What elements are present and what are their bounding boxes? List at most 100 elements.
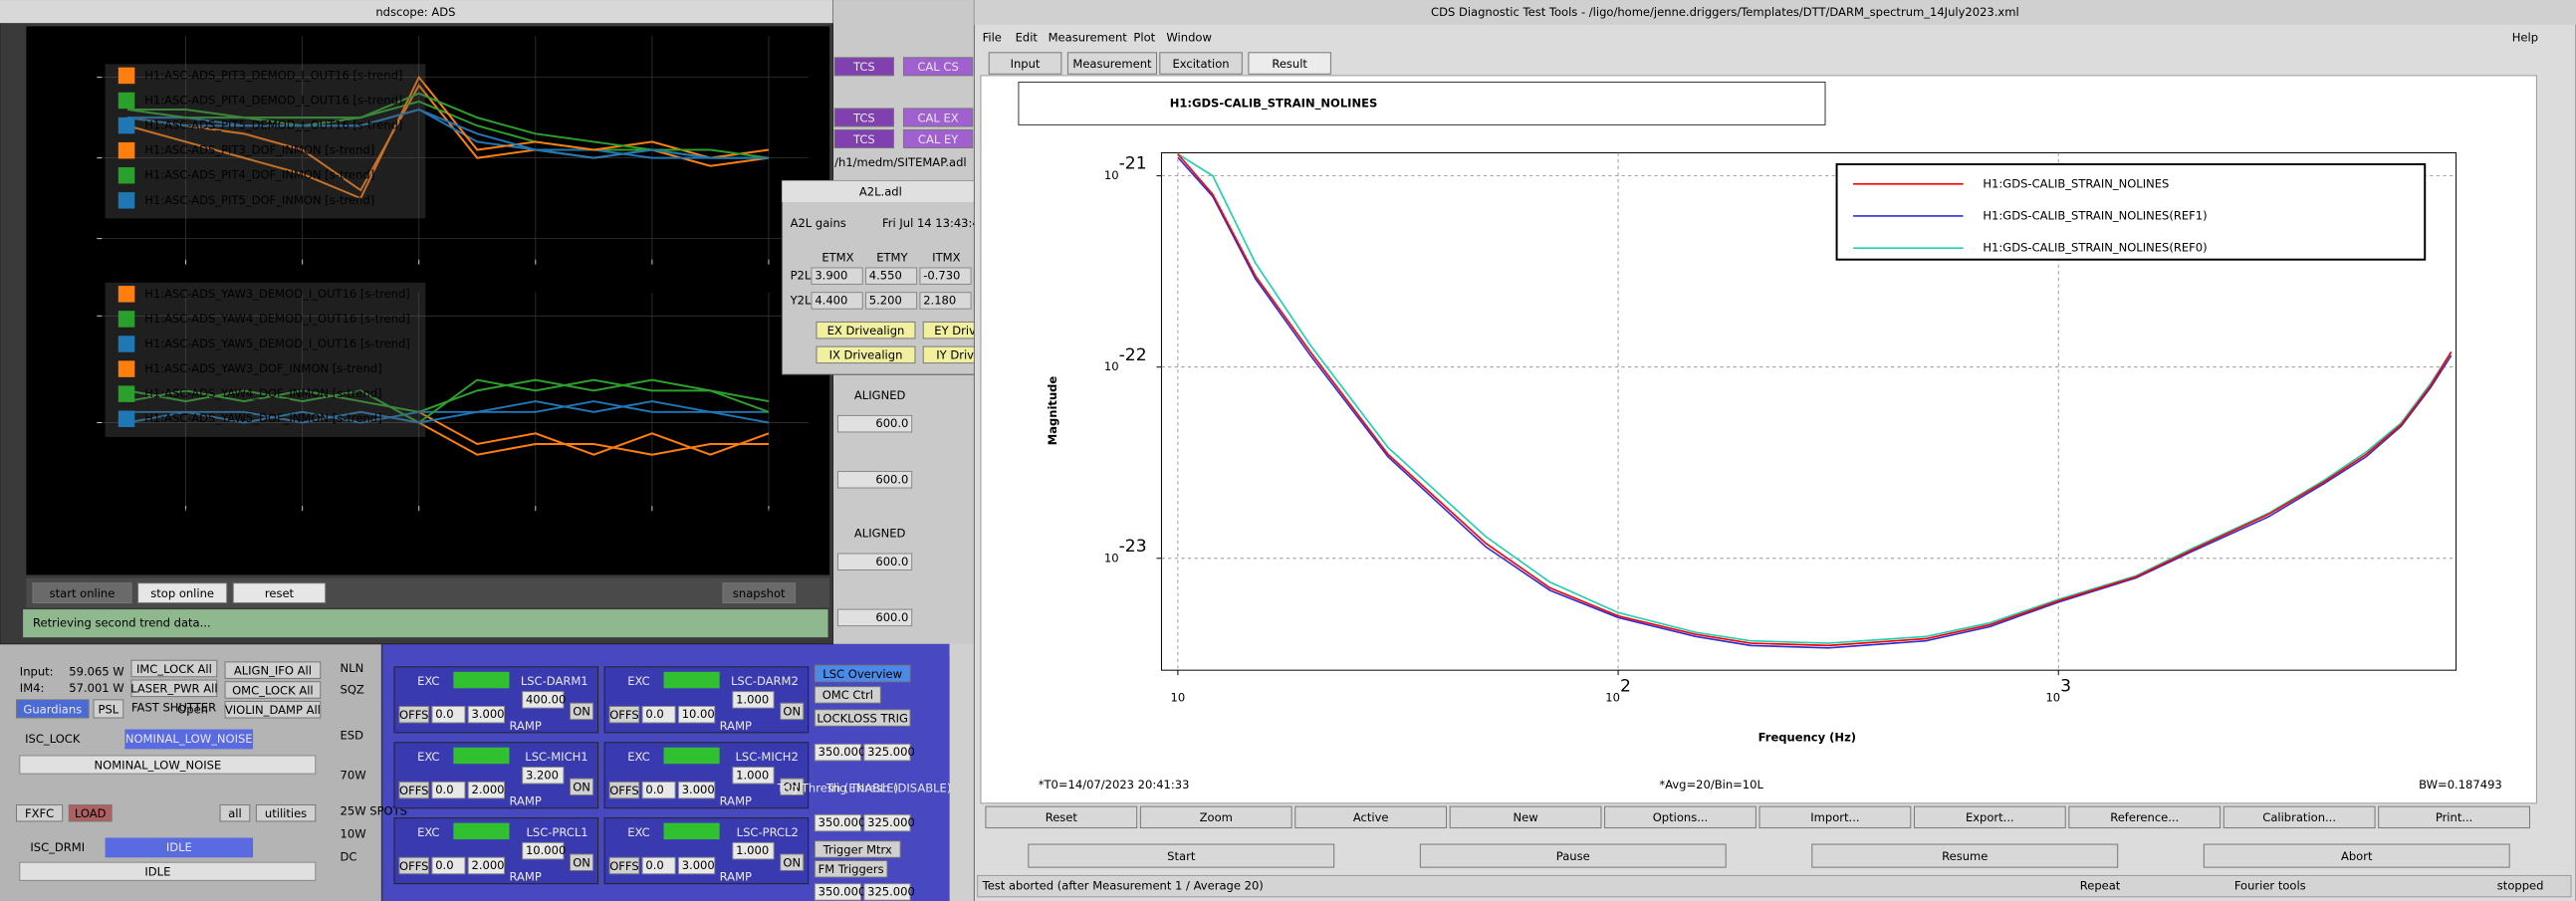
button-label[interactable]: Reference... <box>2110 810 2179 824</box>
button[interactable] <box>1913 805 2066 829</box>
button-label[interactable]: ON <box>573 705 590 719</box>
button[interactable] <box>833 57 895 77</box>
button[interactable] <box>833 108 895 127</box>
button[interactable] <box>232 582 327 604</box>
button-label[interactable]: Calibration... <box>2262 810 2336 824</box>
button-label[interactable]: Export... <box>1966 810 2014 824</box>
button-label[interactable]: ALIGN_IFO All <box>234 663 312 677</box>
button[interactable] <box>570 778 594 796</box>
button-label[interactable]: OFFS <box>399 708 428 722</box>
button[interactable] <box>816 345 916 364</box>
button-label[interactable]: LASER_PWR All <box>130 682 217 696</box>
button[interactable] <box>608 705 640 724</box>
menu-item[interactable]: File <box>983 30 1002 44</box>
button[interactable] <box>398 856 430 875</box>
button[interactable] <box>570 853 594 871</box>
button[interactable] <box>130 659 218 678</box>
button[interactable] <box>137 582 228 604</box>
button-label[interactable]: OFFS <box>399 784 428 797</box>
menu-item[interactable]: Plot <box>1133 30 1155 44</box>
button[interactable] <box>1139 805 1292 829</box>
button[interactable] <box>398 705 430 724</box>
button-label[interactable]: utilities <box>265 806 307 820</box>
button-label[interactable]: Options... <box>1653 810 1709 824</box>
button[interactable] <box>1066 52 1158 75</box>
button[interactable] <box>814 664 911 683</box>
button[interactable] <box>570 702 594 721</box>
button[interactable] <box>814 686 881 704</box>
button[interactable] <box>780 778 805 796</box>
button[interactable] <box>1604 805 1756 829</box>
button-label[interactable]: IMC_LOCK All <box>136 662 212 676</box>
button-label[interactable]: Zoom <box>1200 810 1233 824</box>
button-label[interactable]: Abort <box>2341 849 2373 863</box>
button-label[interactable]: OFFS <box>399 859 428 873</box>
button-label[interactable]: reset <box>265 586 295 600</box>
button[interactable] <box>902 57 974 77</box>
button-label[interactable]: ON <box>573 781 590 794</box>
button[interactable] <box>68 803 113 822</box>
button-label[interactable]: FM Triggers <box>819 862 884 876</box>
button[interactable] <box>398 781 430 799</box>
menu-item[interactable]: Measurement <box>1049 30 1128 44</box>
button[interactable] <box>780 853 805 871</box>
button-label[interactable]: CAL EX <box>917 111 958 124</box>
menu-item[interactable]: Edit <box>1016 30 1039 44</box>
button[interactable] <box>16 699 90 719</box>
button-label[interactable]: ON <box>783 856 801 870</box>
menu-item[interactable]: Window <box>1166 30 1211 44</box>
button[interactable] <box>1159 52 1243 75</box>
button[interactable] <box>902 128 974 149</box>
button[interactable] <box>1248 52 1331 75</box>
button-label[interactable]: OMC Ctrl <box>822 688 873 702</box>
button[interactable] <box>1449 805 1602 829</box>
button-label[interactable]: snapshot <box>733 586 786 600</box>
button[interactable] <box>1758 805 1912 829</box>
button-label[interactable]: OMC_LOCK All <box>232 683 314 697</box>
button-label[interactable]: Result <box>1272 57 1307 71</box>
button[interactable] <box>902 108 974 127</box>
button[interactable] <box>814 860 888 878</box>
button[interactable] <box>130 679 218 698</box>
button[interactable] <box>224 701 322 719</box>
button-label[interactable]: Pause <box>1556 849 1590 863</box>
button-label[interactable]: start online <box>50 586 116 600</box>
button[interactable] <box>255 803 317 822</box>
node-request[interactable] <box>19 861 317 881</box>
button-label[interactable]: all <box>228 806 241 820</box>
button-label[interactable]: Print... <box>2436 810 2473 824</box>
button[interactable] <box>2203 843 2510 868</box>
button[interactable] <box>988 52 1062 75</box>
button[interactable] <box>224 681 322 699</box>
button[interactable] <box>16 803 64 822</box>
button-label[interactable]: LSC Overview <box>822 667 902 681</box>
button-label[interactable]: PSL <box>99 702 119 716</box>
button[interactable] <box>722 582 797 604</box>
button-label[interactable]: Input <box>1011 57 1041 71</box>
button-label[interactable]: ON <box>783 781 801 794</box>
node-request[interactable] <box>19 755 317 775</box>
button[interactable] <box>780 702 805 721</box>
button-label[interactable]: Guardians <box>23 702 82 716</box>
button-label[interactable]: OFFS <box>609 859 638 873</box>
button-label[interactable]: TCS <box>852 60 875 74</box>
button-label[interactable]: Import... <box>1810 810 1859 824</box>
button-label[interactable]: Measurement <box>1072 57 1152 71</box>
button-label[interactable]: stop online <box>150 586 214 600</box>
button-label[interactable]: OFFS <box>609 784 638 797</box>
button-label[interactable]: TCS <box>852 132 875 146</box>
button-label[interactable]: CAL EY <box>918 132 959 146</box>
button[interactable] <box>1028 843 1335 868</box>
button[interactable] <box>833 128 895 149</box>
button-label[interactable]: New <box>1513 810 1537 824</box>
button[interactable] <box>814 840 901 858</box>
button-label[interactable]: FXFC <box>25 806 54 820</box>
button[interactable] <box>1811 843 2119 868</box>
button-label[interactable]: CAL CS <box>917 60 958 74</box>
button-label[interactable]: Reset <box>1046 810 1078 824</box>
button-label[interactable]: ON <box>573 856 590 870</box>
button-label[interactable]: Trigger Mtrx <box>822 842 892 856</box>
button-label[interactable]: VIOLIN_DAMP All <box>225 703 321 717</box>
button[interactable] <box>608 781 640 799</box>
button-label[interactable]: TCS <box>852 111 875 124</box>
